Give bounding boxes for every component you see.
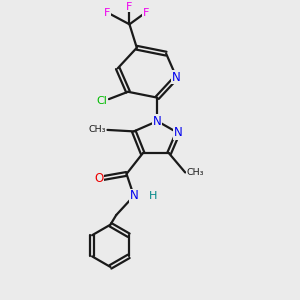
Text: Cl: Cl xyxy=(96,96,107,106)
Text: N: N xyxy=(130,189,138,203)
Text: F: F xyxy=(142,8,149,18)
Text: O: O xyxy=(94,172,103,185)
Text: N: N xyxy=(172,70,181,84)
Text: CH₃: CH₃ xyxy=(187,168,204,177)
Text: N: N xyxy=(173,126,182,140)
Text: CH₃: CH₃ xyxy=(88,125,106,134)
Text: F: F xyxy=(126,2,133,12)
Text: H: H xyxy=(149,191,157,201)
Text: F: F xyxy=(104,8,111,18)
Text: N: N xyxy=(153,115,162,128)
